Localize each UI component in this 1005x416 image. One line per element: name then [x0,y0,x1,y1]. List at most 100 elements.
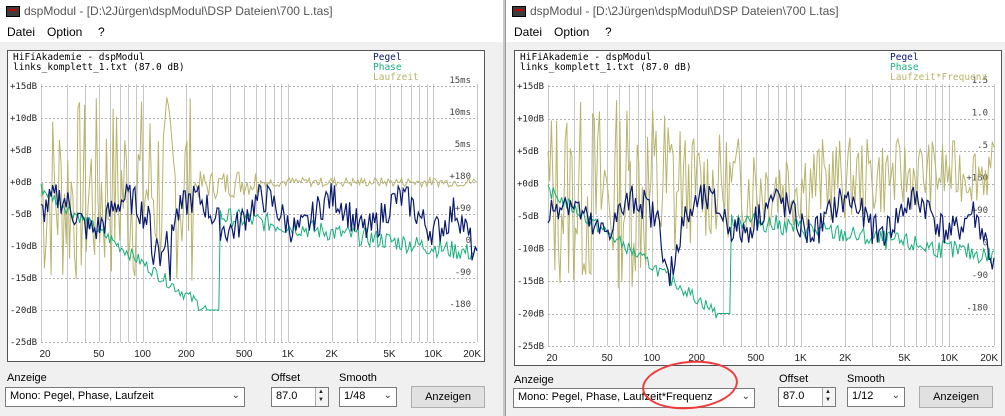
menubar: Datei Option ? [506,22,1005,42]
right-axis-label: 0 [466,236,471,246]
anzeige-label: Anzeige [7,372,47,384]
x-tick-label: 200 [178,349,195,360]
chevron-down-icon: ⌄ [231,390,240,401]
anzeige-dropdown[interactable]: Mono: Pegel, Phase, Laufzeit*Frequenz ⌄ [513,388,755,408]
right-axis-label: -90 [455,268,471,278]
x-tick-label: 5K [898,353,911,364]
x-tick-label: 20 [39,349,51,360]
plot-header-line: HiFiAkademie - dspModul [13,52,145,63]
laufzeit-trace [40,97,478,281]
right-axis-label: +90 [972,206,988,216]
phase-trace [40,183,478,311]
offset-stepper[interactable]: 87.0 ▲ ▼ [271,387,329,407]
legend-entry: Laufzeit*Frequenz [890,72,987,83]
menubar: Datei Option ? [0,22,503,42]
menu-option[interactable]: Option [47,25,83,39]
y-tick-label: +10dB [10,114,37,124]
legend-entry: Laufzeit [373,72,419,83]
offset-value: 87.0 [783,390,805,402]
smooth-value: 1/48 [344,390,366,402]
legend-entry: Pegel [890,52,919,63]
right-axis-label: -180 [449,300,471,310]
anzeige-value: Mono: Pegel, Phase, Laufzeit [10,390,154,402]
anzeigen-button[interactable]: Anzeigen [411,386,485,408]
offset-stepper[interactable]: 87.0 ▲ ▼ [778,387,836,407]
window-right: dspModul - [D:\2Jürgen\dspModul\DSP Date… [505,0,1005,416]
y-tick-label: +0dB [10,178,32,188]
y-tick-label: -5dB [517,212,539,222]
x-tick-label: 100 [644,353,661,364]
chevron-down-icon: ⌄ [741,391,750,402]
x-tick-label: 500 [236,349,253,360]
right-axis-label: +180 [966,174,988,184]
plot-header-line: links_komplett_1.txt (87.0 dB) [13,62,185,73]
right-axis-label: 10ms [449,108,471,118]
x-tick-label: 5K [383,349,396,360]
smooth-value: 1/12 [852,390,874,402]
right-axis-label: 1.0 [972,109,988,119]
y-tick-label: +10dB [517,115,544,125]
laufzeit-trace [547,100,995,289]
titlebar[interactable]: dspModul - [D:\2Jürgen\dspModul\DSP Date… [0,0,503,22]
app-icon [512,6,526,17]
legend-entry: Pegel [373,52,402,63]
y-tick-label: +5dB [517,147,539,157]
x-tick-label: 10K [940,353,958,364]
pegel-trace [40,183,478,282]
y-tick-label: +15dB [10,82,37,92]
smooth-dropdown[interactable]: 1/12 ⌄ [847,387,905,407]
right-axis-label: -90 [972,271,988,281]
y-tick-label: -20dB [10,306,37,316]
legend-entry: Phase [890,62,919,73]
menu-datei[interactable]: Datei [7,25,36,39]
y-tick-label: -25dB [10,338,37,348]
x-tick-label: 1K [794,353,807,364]
offset-value: 87.0 [276,390,298,402]
menu-help[interactable]: ? [605,25,612,39]
menu-option[interactable]: Option [554,25,590,39]
x-tick-label: 20K [463,349,481,360]
y-tick-label: -10dB [10,242,37,252]
smooth-dropdown[interactable]: 1/48 ⌄ [339,387,397,407]
y-tick-label: -5dB [10,210,32,220]
anzeige-label: Anzeige [514,374,554,386]
anzeige-value: Mono: Pegel, Phase, Laufzeit*Frequenz [518,391,713,403]
y-tick-label: -15dB [517,277,544,287]
x-tick-label: 20 [546,353,558,364]
window-title: dspModul - [D:\2Jürgen\dspModul\DSP Date… [530,4,839,18]
spin-up-icon[interactable]: ▲ [318,389,324,395]
y-tick-label: -25dB [517,342,544,352]
right-axis-label: 1.5 [972,76,988,86]
right-axis-label: 5ms [455,140,471,150]
app-icon [6,6,20,17]
spin-buttons[interactable]: ▲ ▼ [315,388,328,406]
x-tick-label: 10K [424,349,442,360]
window-title: dspModul - [D:\2Jürgen\dspModul\DSP Date… [24,4,333,18]
plot-header-line: HiFiAkademie - dspModul [520,52,652,63]
right-axis-label: .5 [977,141,988,151]
pegel-trace [547,183,995,287]
right-axis-label: 15ms [449,76,471,86]
x-tick-label: 1K [282,349,295,360]
menu-datei[interactable]: Datei [514,25,543,39]
y-tick-label: -10dB [517,245,544,255]
phase-trace [547,184,995,320]
plot-svg: +15dB +10dB +5dB +0dB -5dB -10dB -15dB -20dB -25… [514,50,1002,366]
spin-down-icon[interactable]: ▼ [318,397,324,403]
spin-buttons[interactable]: ▲ ▼ [822,388,835,406]
x-tick-label: 200 [688,353,705,364]
menu-help[interactable]: ? [98,25,105,39]
legend-entry: Phase [373,62,402,73]
spin-up-icon[interactable]: ▲ [825,389,831,395]
anzeigen-button[interactable]: Anzeigen [919,386,993,408]
offset-label: Offset [271,372,301,384]
window-divider [503,0,505,416]
titlebar[interactable]: dspModul - [D:\2Jürgen\dspModul\DSP Date… [506,0,1005,22]
y-tick-label: +0dB [517,180,539,190]
window-left: dspModul - [D:\2Jürgen\dspModul\DSP Date… [0,0,503,408]
anzeige-dropdown[interactable]: Mono: Pegel, Phase, Laufzeit ⌄ [5,387,245,407]
smooth-label: Smooth [847,373,885,385]
right-axis-label: +90 [455,204,471,214]
spin-down-icon[interactable]: ▼ [825,397,831,403]
plot-header-line: links_komplett_1.txt (87.0 dB) [520,62,692,73]
